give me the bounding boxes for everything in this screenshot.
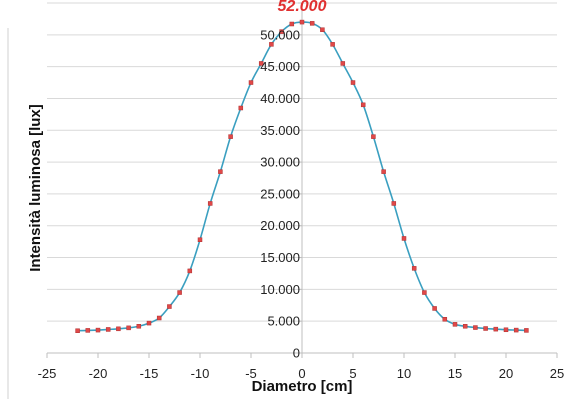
data-point-1 xyxy=(85,328,91,333)
data-point-28 xyxy=(360,102,366,108)
data-point-10 xyxy=(177,290,182,295)
y-tick-label-1: 5.000 xyxy=(267,314,300,329)
data-point-19 xyxy=(269,42,274,47)
y-tick-label-4: 20.000 xyxy=(260,218,300,233)
data-point-33 xyxy=(411,266,417,271)
data-point-43 xyxy=(513,327,519,333)
y-tick-label-5: 25.000 xyxy=(260,186,300,201)
x-tick-label-0: -25 xyxy=(38,366,57,381)
data-point-8 xyxy=(156,315,162,321)
x-tick-label-9: 20 xyxy=(499,366,513,381)
data-point-11 xyxy=(187,268,193,274)
data-point-21 xyxy=(289,21,295,27)
y-tick-label-8: 40.000 xyxy=(260,91,300,106)
label-layer: -25 -20 -15 -10 -5 0 5 10 15 20 25 0 5.000 10.000 15.0… xyxy=(38,0,565,381)
data-point-15 xyxy=(228,134,233,139)
data-point-26 xyxy=(340,61,346,66)
x-tick-label-8: 15 xyxy=(448,366,462,381)
data-point-7 xyxy=(146,320,152,326)
data-point-32 xyxy=(401,236,407,241)
data-point-22 xyxy=(299,19,305,25)
x-tick-label-6: 5 xyxy=(349,366,356,381)
data-point-20 xyxy=(279,29,284,34)
peak-value-label: 52.000 xyxy=(278,0,327,15)
data-point-29 xyxy=(371,134,376,139)
data-point-27 xyxy=(350,80,356,85)
data-point-12 xyxy=(197,237,203,242)
x-tick-label-1: -20 xyxy=(89,366,108,381)
data-point-14 xyxy=(218,169,223,174)
data-point-25 xyxy=(330,42,335,47)
series-layer xyxy=(75,19,529,333)
y-tick-label-2: 10.000 xyxy=(260,282,300,297)
data-point-34 xyxy=(422,290,427,295)
y-tick-label-10: 50.000 xyxy=(260,27,300,42)
data-point-44 xyxy=(524,328,529,333)
data-point-39 xyxy=(473,325,478,330)
x-tick-label-2: -15 xyxy=(140,366,159,381)
data-point-18 xyxy=(258,61,264,66)
data-point-41 xyxy=(493,326,499,332)
data-point-0 xyxy=(75,328,80,333)
data-point-9 xyxy=(167,304,172,309)
data-point-24 xyxy=(320,27,325,32)
data-point-42 xyxy=(503,327,509,333)
y-tick-label-7: 35.000 xyxy=(260,123,300,138)
y-tick-label-0: 0 xyxy=(293,346,300,361)
data-point-13 xyxy=(207,201,213,206)
data-point-37 xyxy=(452,322,458,327)
data-point-36 xyxy=(442,317,448,322)
x-tick-label-5: 0 xyxy=(298,366,305,381)
x-tick-label-10: 25 xyxy=(550,366,564,381)
y-tick-label-9: 45.000 xyxy=(260,59,300,74)
data-point-3 xyxy=(105,327,111,332)
x-tick-label-3: -10 xyxy=(191,366,210,381)
data-point-16 xyxy=(238,105,244,111)
x-axis-title: Diametro [cm] xyxy=(252,378,353,395)
data-point-2 xyxy=(95,327,101,333)
x-tick-label-4: -5 xyxy=(245,366,257,381)
axis-layer xyxy=(46,2,558,358)
data-point-31 xyxy=(391,201,397,206)
y-tick-label-6: 30.000 xyxy=(260,155,300,170)
data-point-5 xyxy=(126,325,131,331)
data-point-6 xyxy=(136,324,142,329)
y-axis-title: Intensità luminosa [lux] xyxy=(27,104,44,272)
data-point-4 xyxy=(116,326,121,332)
data-point-17 xyxy=(248,80,254,85)
data-point-30 xyxy=(381,169,386,174)
x-tick-label-7: 10 xyxy=(397,366,411,381)
data-point-38 xyxy=(462,324,468,329)
y-tick-label-3: 15.000 xyxy=(260,250,300,265)
data-point-23 xyxy=(309,21,315,26)
data-point-35 xyxy=(432,306,437,311)
data-point-40 xyxy=(483,326,488,331)
